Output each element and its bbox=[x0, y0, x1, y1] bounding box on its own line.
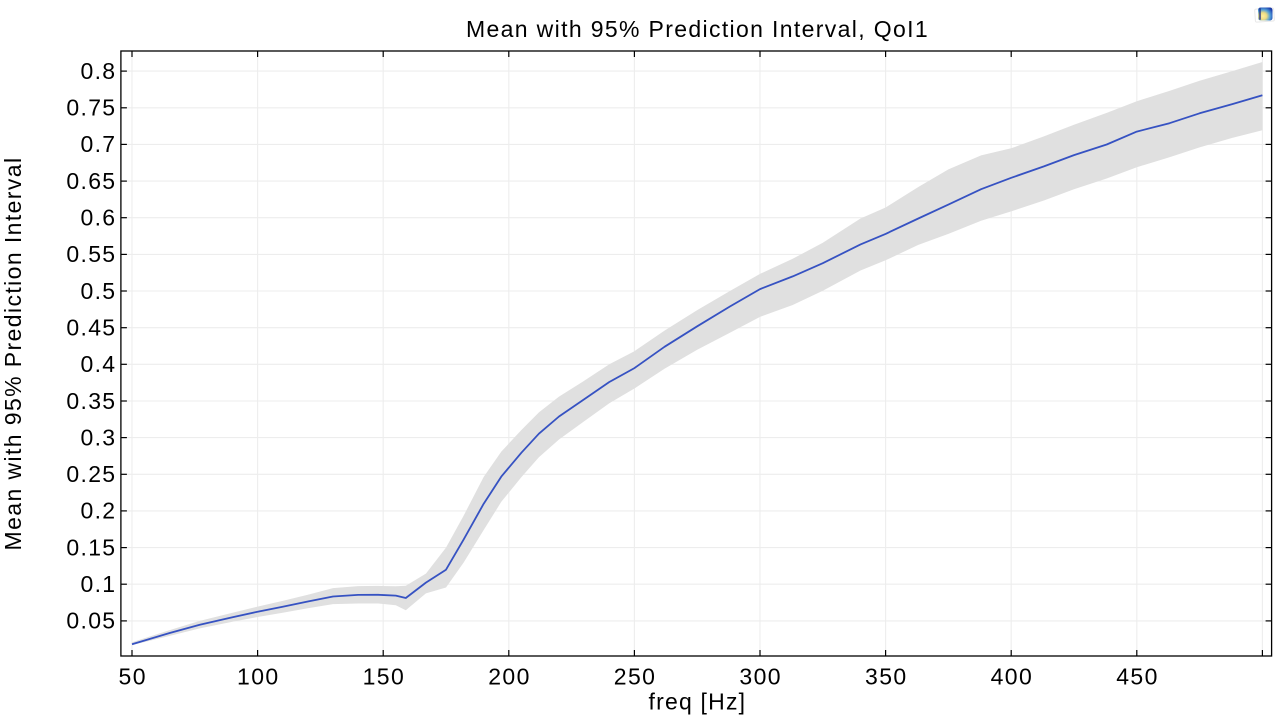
svg-text:Mean with 95% Prediction Inter: Mean with 95% Prediction Interval bbox=[0, 157, 26, 551]
svg-text:350: 350 bbox=[865, 664, 908, 690]
svg-text:0.05: 0.05 bbox=[66, 608, 116, 634]
svg-text:freq [Hz]: freq [Hz] bbox=[649, 688, 747, 714]
svg-text:50: 50 bbox=[119, 664, 147, 690]
svg-text:0.35: 0.35 bbox=[66, 388, 116, 414]
svg-text:0.7: 0.7 bbox=[81, 131, 117, 157]
svg-text:250: 250 bbox=[614, 664, 657, 690]
svg-text:200: 200 bbox=[488, 664, 531, 690]
svg-text:0.8: 0.8 bbox=[81, 58, 117, 84]
svg-text:0.2: 0.2 bbox=[81, 498, 117, 524]
svg-text:0.6: 0.6 bbox=[81, 205, 117, 231]
svg-text:0.45: 0.45 bbox=[66, 315, 116, 341]
svg-text:0.5: 0.5 bbox=[81, 278, 117, 304]
svg-text:450: 450 bbox=[1116, 664, 1159, 690]
svg-text:0.55: 0.55 bbox=[66, 241, 116, 267]
svg-text:0.25: 0.25 bbox=[66, 461, 116, 487]
svg-text:100: 100 bbox=[237, 664, 280, 690]
svg-text:0.3: 0.3 bbox=[81, 424, 117, 450]
svg-text:150: 150 bbox=[363, 664, 406, 690]
svg-text:0.15: 0.15 bbox=[66, 534, 116, 560]
svg-text:0.4: 0.4 bbox=[81, 351, 117, 377]
svg-text:0.75: 0.75 bbox=[66, 95, 116, 121]
svg-text:0.65: 0.65 bbox=[66, 168, 116, 194]
svg-text:300: 300 bbox=[739, 664, 782, 690]
svg-text:400: 400 bbox=[991, 664, 1034, 690]
svg-text:Mean with 95% Prediction Inter: Mean with 95% Prediction Interval, QoI1 bbox=[466, 16, 929, 42]
svg-text:0.1: 0.1 bbox=[81, 571, 117, 597]
